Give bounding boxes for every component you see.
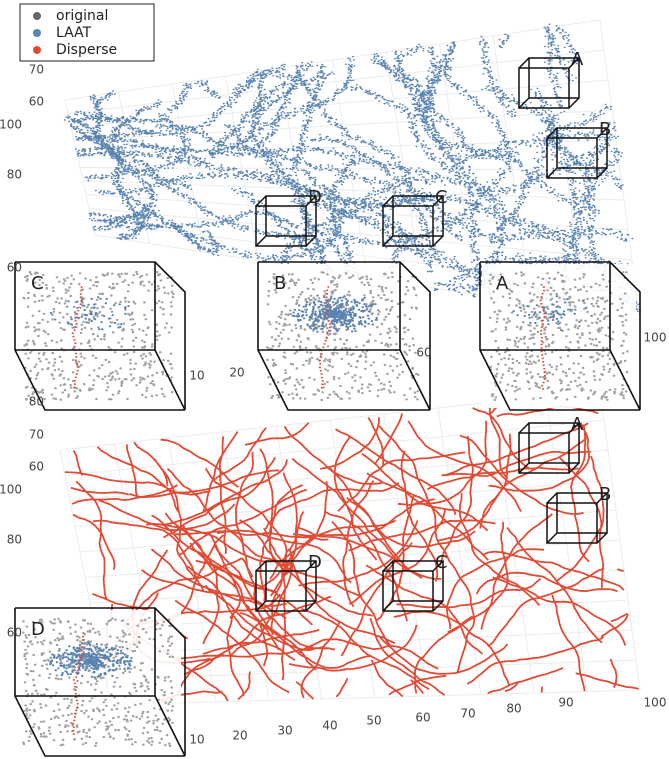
inset-frame bbox=[479, 261, 641, 411]
x-tick-label: 50 bbox=[366, 714, 381, 728]
box-marker: B bbox=[546, 119, 611, 179]
box-label: B bbox=[599, 484, 611, 505]
box-outline bbox=[518, 57, 580, 109]
inset-frame bbox=[14, 607, 186, 757]
box-marker: D bbox=[255, 552, 322, 612]
x-tick-label: 100 bbox=[644, 331, 667, 345]
inset-label: D bbox=[31, 619, 45, 640]
grid-line bbox=[599, 389, 641, 691]
z-tick-label: 60 bbox=[29, 460, 44, 474]
legend-label: original bbox=[56, 8, 108, 24]
box-label: B bbox=[599, 119, 611, 140]
legend-marker bbox=[33, 46, 41, 54]
box-outline bbox=[382, 195, 444, 247]
z-tick-label: 60 bbox=[29, 95, 44, 109]
laat-cloud bbox=[63, 23, 642, 315]
legend-label: Disperse bbox=[56, 42, 117, 58]
disperse-points bbox=[539, 286, 547, 391]
x-tick-label: 60 bbox=[416, 346, 431, 360]
box-label: C bbox=[435, 187, 448, 208]
box-label: D bbox=[308, 552, 322, 573]
box-marker: C bbox=[382, 187, 448, 247]
grid-line bbox=[88, 207, 633, 261]
box-label: C bbox=[435, 552, 448, 573]
inset-label: A bbox=[496, 273, 509, 294]
legend-box bbox=[19, 3, 155, 62]
grid-line bbox=[492, 35, 532, 304]
grid-line bbox=[439, 43, 477, 295]
box-outline bbox=[255, 195, 317, 247]
original-points bbox=[22, 616, 175, 747]
grid-line bbox=[383, 413, 429, 697]
inset-frame bbox=[257, 261, 431, 411]
box-outline bbox=[382, 560, 444, 612]
y-tick-label: 60 bbox=[7, 261, 22, 275]
y-tick-label: 100 bbox=[0, 118, 22, 132]
grid-line bbox=[79, 167, 621, 171]
box-marker: A bbox=[518, 414, 584, 474]
x-tick-label: 60 bbox=[415, 711, 430, 725]
inset: B bbox=[257, 261, 431, 411]
x-tick-label: 30 bbox=[277, 724, 292, 738]
grid-line bbox=[104, 659, 637, 680]
box-label: A bbox=[571, 49, 584, 70]
box-marker: C bbox=[382, 552, 448, 612]
x-tick-label: 10 bbox=[189, 369, 204, 383]
legend-marker bbox=[33, 12, 41, 20]
original-points bbox=[488, 271, 630, 401]
x-tick-label: 20 bbox=[229, 366, 244, 380]
box-marker: D bbox=[255, 187, 322, 247]
grid-line bbox=[491, 401, 535, 694]
inset-label: C bbox=[31, 273, 44, 294]
inset: A bbox=[479, 261, 641, 411]
inset-label: B bbox=[274, 273, 286, 294]
x-tick-label: 90 bbox=[558, 696, 573, 710]
z-tick-label: 80 bbox=[29, 395, 44, 409]
y-tick-label: 60 bbox=[7, 626, 22, 640]
box-outline bbox=[546, 492, 608, 544]
x-tick-label: 80 bbox=[506, 702, 521, 716]
x-tick-label: 40 bbox=[322, 719, 337, 733]
box-marker: B bbox=[546, 484, 611, 544]
y-tick-label: 80 bbox=[7, 168, 22, 182]
y-tick-label: 100 bbox=[0, 483, 22, 497]
z-tick-label: 70 bbox=[29, 63, 44, 77]
x-tick-label: 10 bbox=[189, 733, 204, 747]
box-label: D bbox=[308, 187, 322, 208]
box-outline bbox=[518, 422, 580, 474]
legend-marker bbox=[33, 29, 41, 37]
disperse-filaments bbox=[64, 404, 639, 704]
inset: C bbox=[14, 261, 186, 411]
x-tick-label: 100 bbox=[644, 696, 667, 710]
original-points bbox=[22, 270, 175, 401]
z-tick-label: 70 bbox=[29, 428, 44, 442]
grid-line bbox=[84, 539, 621, 578]
inset-frame bbox=[14, 261, 186, 411]
box-marker: A bbox=[518, 49, 584, 109]
disperse-points bbox=[318, 285, 332, 391]
box-label: A bbox=[571, 414, 584, 435]
laat-points bbox=[512, 295, 593, 332]
grid-line bbox=[99, 629, 633, 655]
x-tick-label: 20 bbox=[232, 729, 247, 743]
x-tick-label: 70 bbox=[460, 707, 475, 721]
laat-points bbox=[49, 641, 133, 679]
disperse-points bbox=[71, 286, 83, 391]
y-tick-label: 80 bbox=[7, 533, 22, 547]
laat-points bbox=[292, 294, 378, 334]
inset: D bbox=[14, 607, 186, 757]
grid-line bbox=[109, 689, 641, 706]
box-outline bbox=[255, 560, 317, 612]
box-outline bbox=[546, 127, 608, 179]
legend-label: LAAT bbox=[56, 25, 92, 41]
